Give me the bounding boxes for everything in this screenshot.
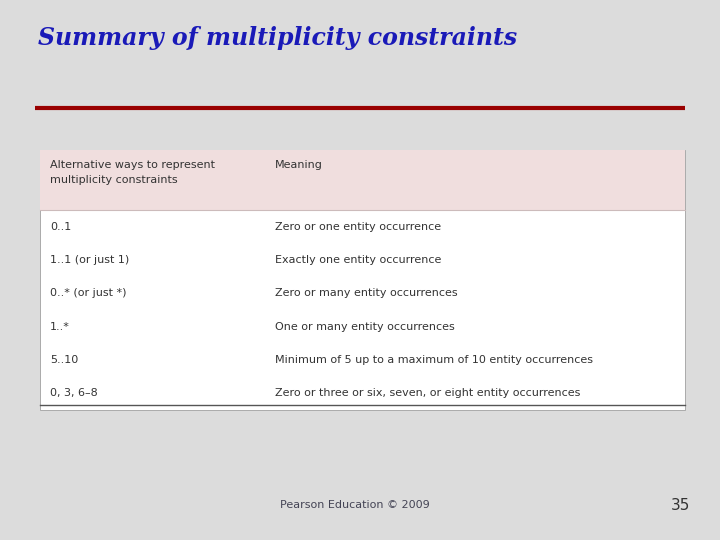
Text: One or many entity occurrences: One or many entity occurrences xyxy=(275,322,455,332)
Text: 0..1: 0..1 xyxy=(50,221,71,232)
Text: 5..10: 5..10 xyxy=(50,355,78,365)
Text: 1..1 (or just 1): 1..1 (or just 1) xyxy=(50,255,130,265)
Text: Summary of multiplicity constraints: Summary of multiplicity constraints xyxy=(38,26,517,50)
Text: 0..* (or just *): 0..* (or just *) xyxy=(50,288,127,298)
Text: 35: 35 xyxy=(670,497,690,512)
Text: Meaning: Meaning xyxy=(275,160,323,170)
Text: Pearson Education © 2009: Pearson Education © 2009 xyxy=(280,500,430,510)
Text: Alternative ways to represent
multiplicity constraints: Alternative ways to represent multiplici… xyxy=(50,160,215,185)
Text: 1..*: 1..* xyxy=(50,322,70,332)
Text: 0, 3, 6–8: 0, 3, 6–8 xyxy=(50,388,98,399)
Text: Minimum of 5 up to a maximum of 10 entity occurrences: Minimum of 5 up to a maximum of 10 entit… xyxy=(275,355,593,365)
FancyBboxPatch shape xyxy=(40,150,685,410)
Text: Zero or many entity occurrences: Zero or many entity occurrences xyxy=(275,288,458,298)
Text: Zero or three or six, seven, or eight entity occurrences: Zero or three or six, seven, or eight en… xyxy=(275,388,580,399)
FancyBboxPatch shape xyxy=(40,150,685,210)
Text: Exactly one entity occurrence: Exactly one entity occurrence xyxy=(275,255,441,265)
Text: Zero or one entity occurrence: Zero or one entity occurrence xyxy=(275,221,441,232)
